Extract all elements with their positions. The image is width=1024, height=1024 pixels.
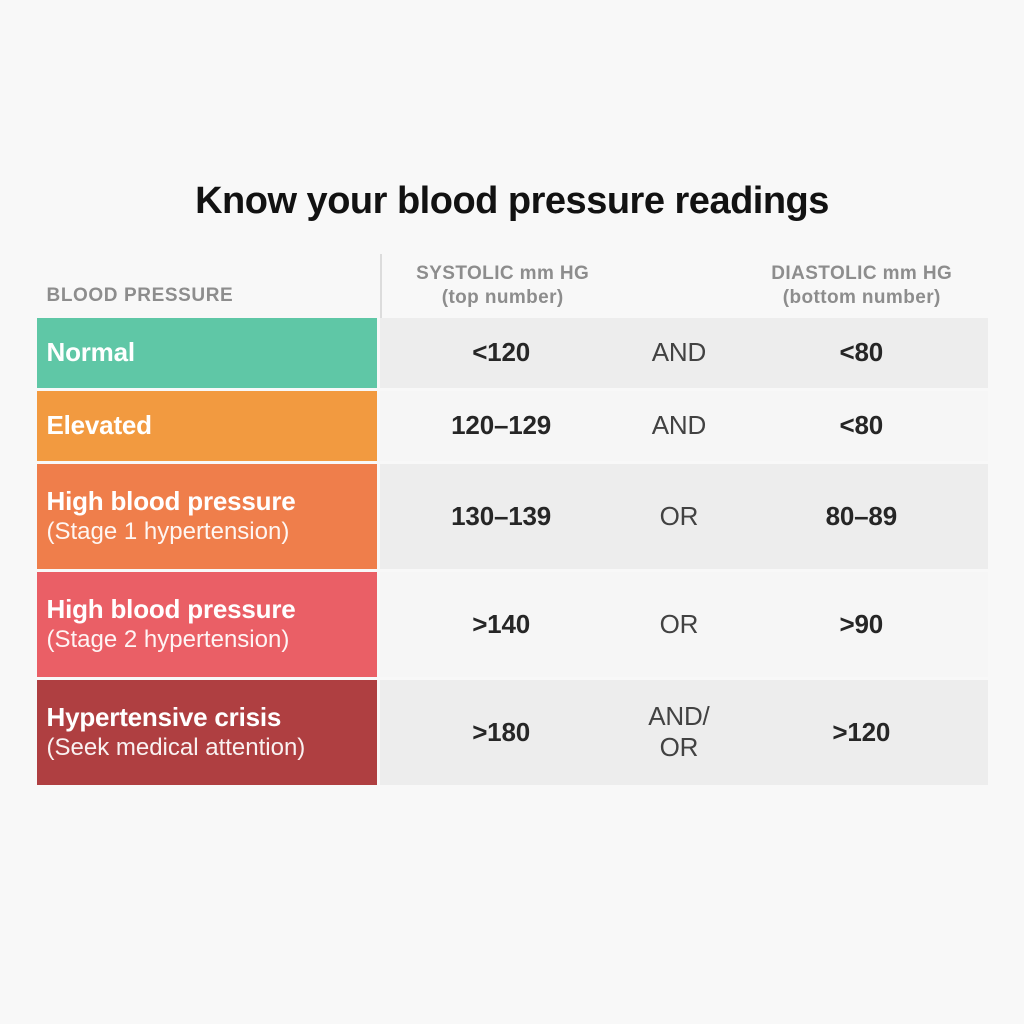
category-sublabel: (Stage 1 hypertension) (46, 517, 290, 545)
table-body: Normal <120 AND <80 Elevated 120–129 AND… (36, 317, 988, 785)
column-header-diastolic: DIASTOLIC mm HG (bottom number) (736, 262, 987, 310)
systolic-value: >140 (472, 608, 530, 639)
category-cell: Hypertensive crisis (Seek medical attent… (36, 679, 377, 785)
table-row: High blood pressure (Stage 2 hypertensio… (36, 571, 988, 677)
systolic-header-line1: SYSTOLIC mm HG (416, 263, 590, 285)
diastolic-value: 80–89 (825, 500, 898, 531)
category-sublabel: (Seek medical attention) (46, 733, 306, 761)
conjunction-label: OR (659, 608, 699, 639)
conjunction-label: AND (651, 410, 707, 441)
conjunction-label: AND/ OR (648, 701, 710, 763)
diastolic-value: >120 (832, 716, 891, 747)
diastolic-value: <80 (839, 337, 884, 368)
category-label: Normal (46, 337, 136, 368)
page-title: Know your blood pressure readings (195, 180, 829, 222)
category-label: Elevated (46, 410, 153, 441)
conjunction-label: AND (651, 337, 707, 368)
systolic-value: <120 (472, 337, 530, 368)
column-header-systolic: SYSTOLIC mm HG (top number) (382, 262, 624, 310)
values-cell: <120 AND <80 (379, 317, 988, 388)
bp-infographic: Know your blood pressure readings BLOOD … (0, 180, 1024, 785)
values-cell: >140 OR >90 (379, 571, 988, 677)
diastolic-value: <80 (839, 410, 884, 441)
category-sublabel: (Stage 2 hypertension) (46, 625, 290, 653)
blood-pressure-table: BLOOD PRESSURE SYSTOLIC mm HG (top numbe… (36, 253, 988, 785)
category-cell: High blood pressure (Stage 1 hypertensio… (36, 463, 377, 569)
category-cell: Elevated (36, 390, 377, 461)
values-cell: >180 AND/ OR >120 (379, 679, 988, 785)
conjunction-label: OR (659, 500, 699, 531)
diastolic-header-line1: DIASTOLIC mm HG (771, 263, 953, 285)
category-label: High blood pressure (46, 593, 296, 624)
systolic-value: >180 (472, 716, 530, 747)
column-header-blood-pressure: BLOOD PRESSURE (46, 284, 234, 306)
systolic-header-line2: (top number) (441, 287, 564, 309)
category-cell: Normal (36, 317, 377, 388)
values-cell: 120–129 AND <80 (379, 390, 988, 461)
table-row: Elevated 120–129 AND <80 (36, 390, 988, 461)
table-row: High blood pressure (Stage 1 hypertensio… (36, 463, 988, 569)
table-header: BLOOD PRESSURE SYSTOLIC mm HG (top numbe… (37, 253, 988, 318)
header-values-area: SYSTOLIC mm HG (top number) DIASTOLIC mm… (379, 253, 988, 318)
systolic-value: 120–129 (451, 410, 551, 441)
table-row: Normal <120 AND <80 (36, 317, 988, 388)
diastolic-value: >90 (839, 608, 884, 639)
category-cell: High blood pressure (Stage 2 hypertensio… (36, 571, 377, 677)
category-label: Hypertensive crisis (46, 701, 282, 732)
table-row: Hypertensive crisis (Seek medical attent… (36, 679, 988, 785)
category-label: High blood pressure (46, 485, 296, 516)
diastolic-header-line2: (bottom number) (782, 287, 941, 309)
values-cell: 130–139 OR 80–89 (379, 463, 988, 569)
systolic-value: 130–139 (451, 500, 551, 531)
